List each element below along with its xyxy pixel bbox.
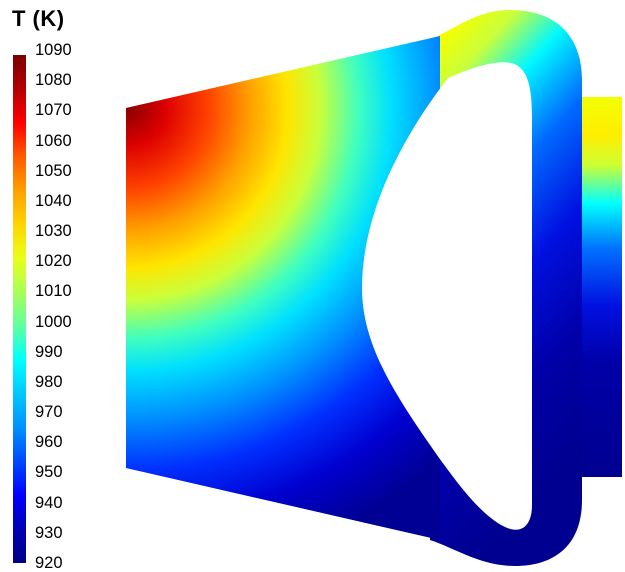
colorbar-tick-label: 1080 [35, 70, 72, 89]
colorbar-tick-label: 1050 [35, 161, 72, 180]
colorbar-tick-label: 1040 [35, 191, 72, 210]
main-body [126, 36, 440, 540]
colorbar-tick-label: 1010 [35, 282, 72, 301]
colorbar-tick-label: 920 [35, 553, 63, 572]
colorbar-gradient [13, 55, 26, 563]
colorbar-tick-label: 1090 [35, 40, 72, 59]
colorbar-tick-label: 990 [35, 342, 63, 361]
colorbar-tick-label: 950 [35, 463, 63, 482]
colorbar-tick-label: 940 [35, 493, 63, 512]
colorbar-tick-label: 1060 [35, 131, 72, 150]
colorbar-title: T (K) [12, 6, 65, 31]
colorbar-tick-label: 1000 [35, 312, 72, 331]
colorbar-tick-label: 980 [35, 372, 63, 391]
colorbar-tick-label: 1070 [35, 101, 72, 120]
colorbar-tick-labels: 1090 1080 1070 1060 1050 1040 1030 1020 1010 1000… [35, 0, 95, 571]
colorbar-tick-label: 1020 [35, 251, 72, 270]
hollow-cavity [362, 62, 532, 530]
outlet-section [575, 97, 622, 477]
colorbar-tick-label: 930 [35, 523, 63, 542]
colorbar-tick-label: 1030 [35, 221, 72, 240]
colorbar-tick-label: 960 [35, 433, 63, 452]
colorbar-tick-label: 970 [35, 402, 63, 421]
